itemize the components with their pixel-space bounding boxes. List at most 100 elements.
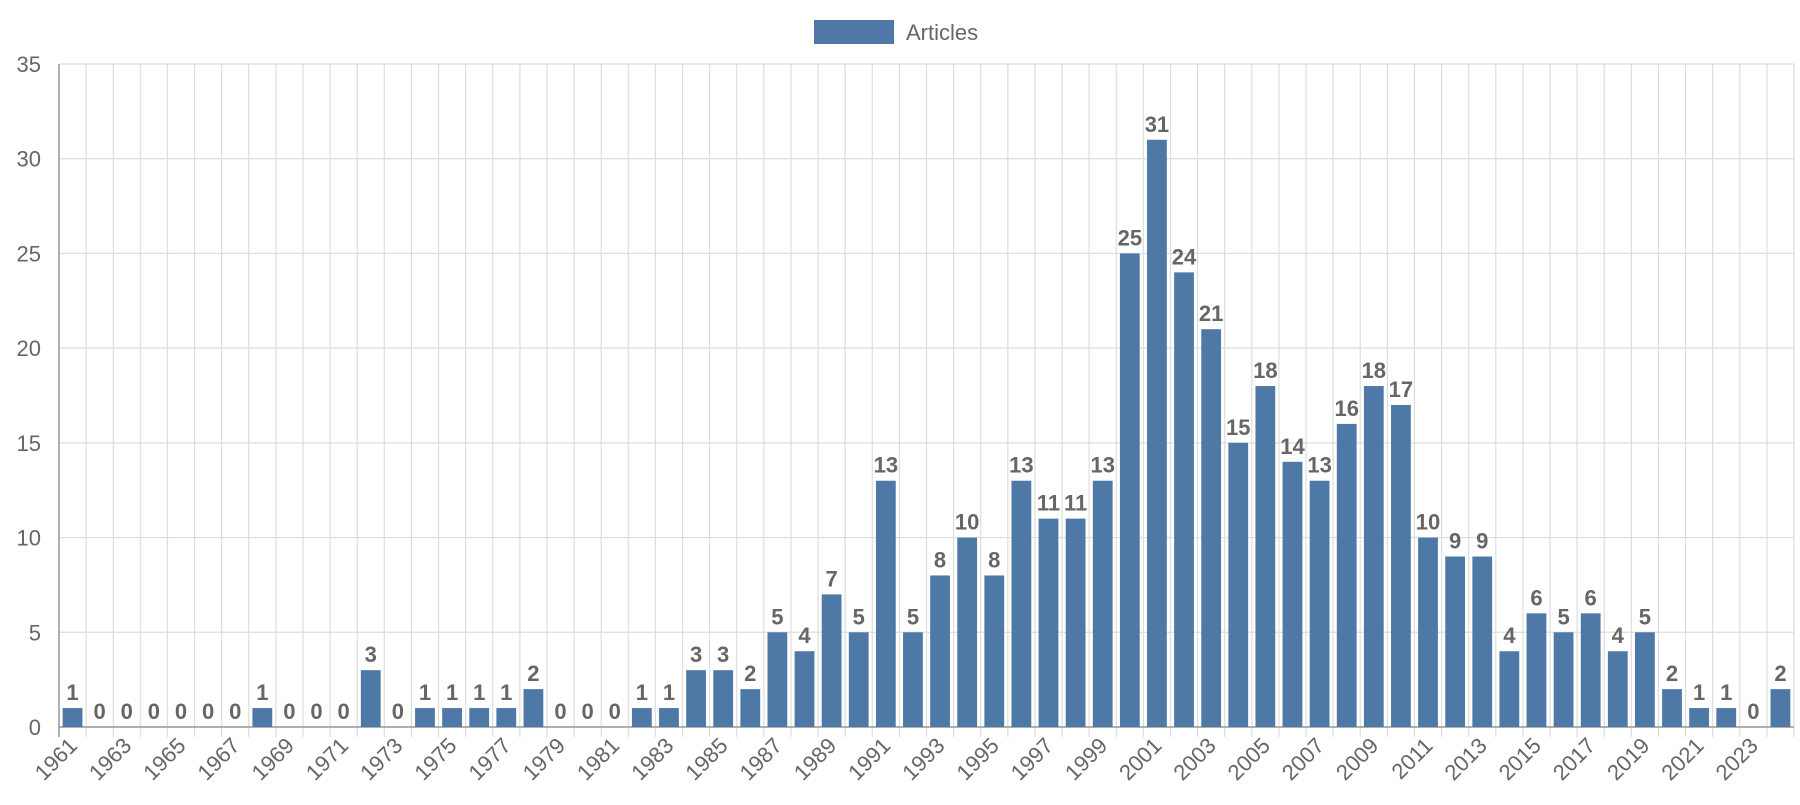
bar[interactable]: [631, 708, 652, 727]
legend-label[interactable]: Articles: [906, 20, 978, 45]
x-tick-label: 1991: [843, 733, 895, 785]
x-tick-label: 1973: [355, 733, 407, 785]
bar[interactable]: [1580, 613, 1601, 727]
data-label: 6: [1585, 585, 1597, 610]
x-tick-label: 1997: [1006, 733, 1058, 785]
x-tick-label: 2007: [1277, 733, 1329, 785]
bar[interactable]: [767, 632, 788, 727]
data-label: 6: [1530, 585, 1542, 610]
data-label: 1: [1720, 680, 1732, 705]
bar[interactable]: [1038, 518, 1059, 727]
bar[interactable]: [1363, 386, 1384, 727]
data-label: 4: [798, 623, 811, 648]
data-label: 13: [1307, 453, 1331, 478]
x-tick-label: 1993: [897, 733, 949, 785]
x-tick-label: 1983: [626, 733, 678, 785]
x-tick-label: 1961: [30, 733, 82, 785]
data-label: 3: [690, 642, 702, 667]
x-tick-label: 2023: [1711, 733, 1763, 785]
bar[interactable]: [1662, 689, 1682, 727]
bar[interactable]: [1147, 139, 1167, 727]
bar[interactable]: [794, 651, 815, 727]
bar[interactable]: [930, 575, 950, 727]
bar[interactable]: [903, 632, 923, 727]
data-label: 18: [1253, 358, 1277, 383]
bar[interactable]: [848, 632, 869, 727]
bar[interactable]: [1228, 442, 1249, 727]
y-tick-label: 10: [17, 526, 41, 551]
bar[interactable]: [713, 670, 734, 727]
bar[interactable]: [740, 689, 761, 727]
bar[interactable]: [1472, 556, 1493, 727]
bar[interactable]: [1635, 632, 1655, 727]
bar[interactable]: [1174, 272, 1194, 727]
legend[interactable]: Articles: [814, 20, 978, 45]
bar[interactable]: [1445, 556, 1466, 727]
bar[interactable]: [496, 708, 517, 727]
bar[interactable]: [1553, 632, 1574, 727]
bar[interactable]: [1092, 480, 1113, 727]
data-label: 5: [1639, 604, 1651, 629]
x-tick-label: 1975: [409, 733, 461, 785]
data-label: 5: [853, 604, 865, 629]
bar[interactable]: [1282, 461, 1303, 727]
bar[interactable]: [875, 480, 896, 727]
bar[interactable]: [252, 708, 273, 727]
data-label: 25: [1118, 225, 1142, 250]
data-label: 9: [1449, 529, 1461, 554]
bar[interactable]: [1309, 480, 1330, 727]
bar[interactable]: [1716, 708, 1737, 727]
data-label: 13: [874, 453, 898, 478]
data-label: 0: [229, 699, 241, 724]
data-label: 3: [717, 642, 729, 667]
bar[interactable]: [360, 670, 381, 727]
bar[interactable]: [523, 689, 544, 727]
data-label: 2: [744, 661, 756, 686]
y-tick-label: 15: [17, 431, 41, 456]
bar[interactable]: [821, 594, 842, 727]
y-tick-label: 35: [17, 52, 41, 77]
x-tick-label: 1981: [572, 733, 624, 785]
bar[interactable]: [1336, 423, 1357, 727]
data-label: 0: [202, 699, 214, 724]
data-label: 16: [1334, 396, 1358, 421]
bar[interactable]: [1065, 518, 1086, 727]
data-label: 31: [1145, 112, 1169, 137]
bar-layer: [62, 139, 1791, 727]
bar[interactable]: [1119, 253, 1140, 727]
x-tick-label: 1963: [84, 733, 136, 785]
bar[interactable]: [1607, 651, 1628, 727]
data-label: 24: [1172, 244, 1197, 269]
data-label: 1: [419, 680, 431, 705]
bar[interactable]: [62, 708, 83, 727]
bar[interactable]: [1770, 689, 1791, 727]
bar[interactable]: [957, 537, 978, 727]
x-tick-label: 2015: [1494, 733, 1546, 785]
bar[interactable]: [415, 708, 435, 727]
bar[interactable]: [1011, 480, 1032, 727]
x-tick-label: 1995: [952, 733, 1004, 785]
bar[interactable]: [1391, 404, 1411, 727]
bar[interactable]: [442, 708, 462, 727]
legend-swatch[interactable]: [814, 20, 894, 44]
bar[interactable]: [1255, 386, 1276, 727]
bar[interactable]: [1689, 708, 1710, 727]
bar[interactable]: [984, 575, 1005, 727]
bar[interactable]: [1526, 613, 1547, 727]
data-label: 14: [1280, 434, 1305, 459]
data-label: 2: [1666, 661, 1678, 686]
data-label: 4: [1612, 623, 1625, 648]
data-label: 0: [310, 699, 322, 724]
data-label: 0: [1747, 699, 1759, 724]
data-label: 1: [500, 680, 512, 705]
data-label: 0: [392, 699, 404, 724]
bar[interactable]: [1418, 537, 1438, 727]
data-label: 17: [1389, 377, 1413, 402]
data-label: 0: [609, 699, 621, 724]
bar[interactable]: [1201, 329, 1222, 727]
bar[interactable]: [469, 708, 490, 727]
bar[interactable]: [686, 670, 706, 727]
bar[interactable]: [659, 708, 679, 727]
bar[interactable]: [1499, 651, 1520, 727]
